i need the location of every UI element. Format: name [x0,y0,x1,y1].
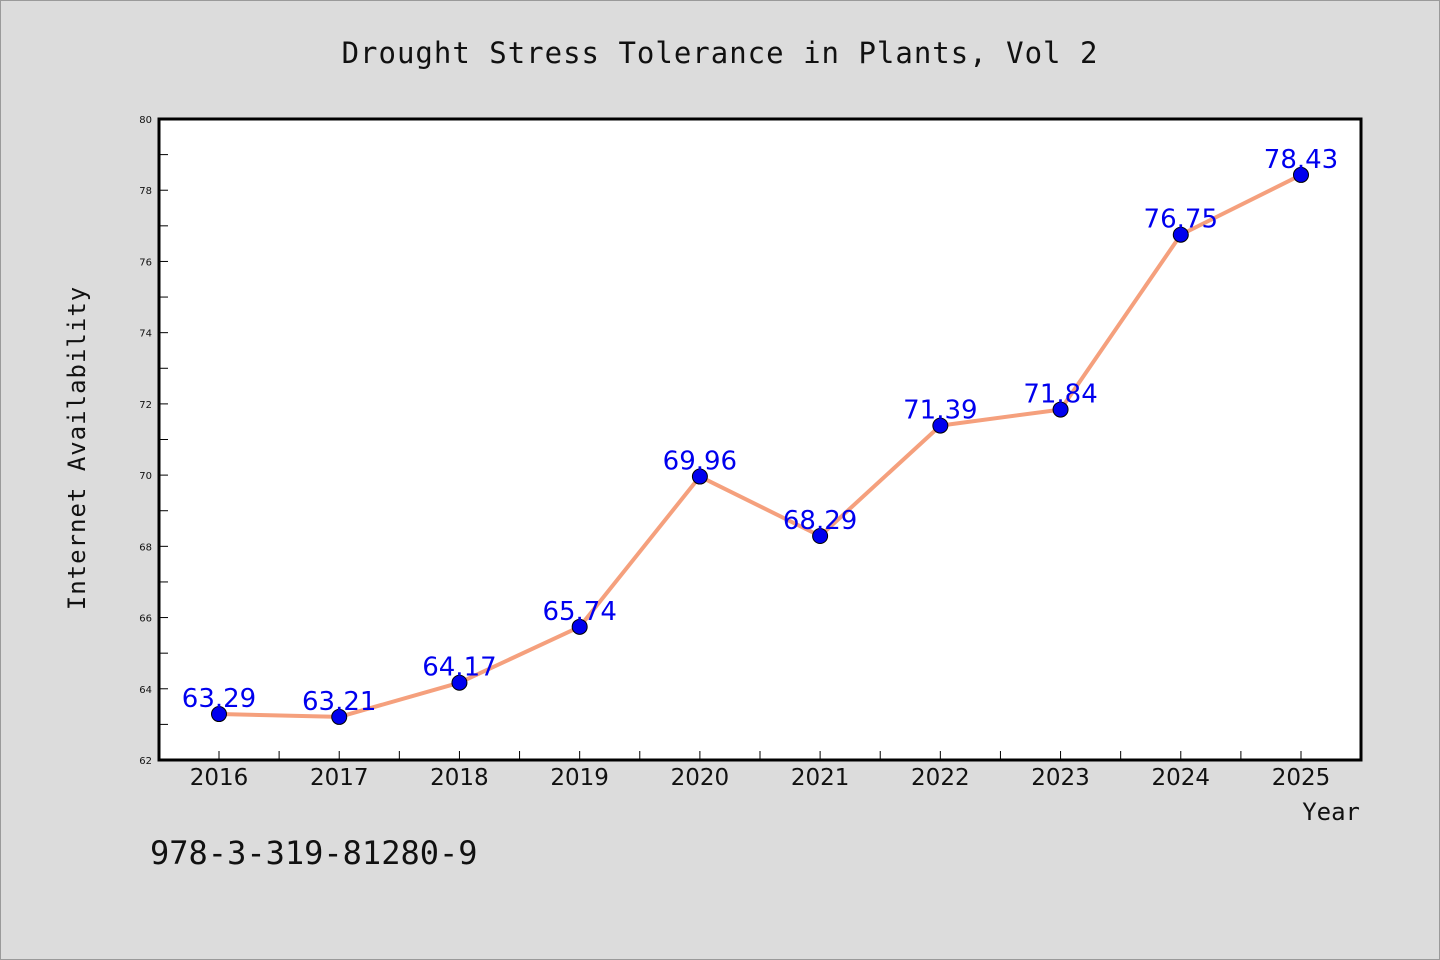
plot-area [157,117,1363,762]
y-tick-label: 66 [139,614,152,625]
series-group: 63.29 63.21 64.17 65.74 69.96 68.29 71.39 71.84… [182,145,1338,725]
data-point [571,618,588,635]
data-point [932,417,949,434]
y-tick-label: 72 [139,400,152,411]
isbn-text: 978-3-319-81280-9 [150,834,478,872]
y-tick-label: 68 [139,542,152,553]
x-tick-label: 2017 [310,765,369,791]
x-tick-label: 2019 [550,765,609,791]
y-axis-title: Internet Availability [63,286,91,610]
x-tick-label: 2016 [190,765,249,791]
data-label: 63.29 [182,684,256,714]
y-tick-label: 70 [139,471,152,482]
data-point [691,468,708,485]
data-point [1052,401,1069,418]
x-tick-label: 2020 [671,765,730,791]
x-tick-label: 2021 [791,765,850,791]
data-point [331,708,348,725]
x-tick-label: 2022 [911,765,970,791]
data-label: 63.21 [302,687,376,717]
data-label: 65.74 [542,597,616,627]
y-tick-label: 64 [139,685,152,696]
data-point [1293,166,1309,183]
data-point [451,674,468,691]
data-label: 68.29 [783,506,857,536]
x-axis-title: Year [1302,798,1360,826]
data-label: 69.96 [663,447,737,477]
x-tick-label: 2018 [430,765,489,791]
chart-title: Drought Stress Tolerance in Plants, Vol … [342,36,1099,70]
data-label: 78.43 [1264,145,1338,175]
y-tick-label: 80 [139,115,152,126]
x-tick-label: 2025 [1272,765,1331,791]
data-point [812,528,829,545]
y-tick-label: 74 [139,329,152,340]
data-point [211,706,227,723]
series-line [217,172,1303,719]
y-tick-label: 76 [139,257,152,268]
y-tick-label: 62 [139,756,152,767]
y-axis: 62 64 66 68 70 72 74 76 78 80 [139,115,168,767]
data-point [1172,226,1189,243]
data-label: 71.84 [1023,380,1097,410]
x-tick-label: 2023 [1031,765,1090,791]
data-label: 76.75 [1144,205,1218,235]
y-tick-label: 78 [139,186,152,197]
data-label: 71.39 [903,396,977,426]
data-label: 64.17 [422,653,496,683]
x-tick-label: 2024 [1152,765,1211,791]
x-axis: 2016 2017 2018 2019 2020 2021 2022 2023 2024 2025 [190,751,1331,791]
